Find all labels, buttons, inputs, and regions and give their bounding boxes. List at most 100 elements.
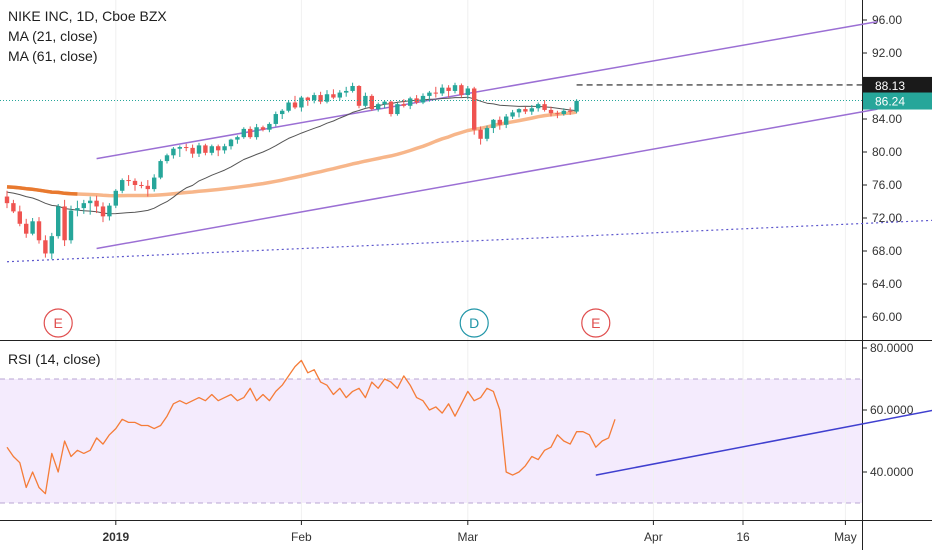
candle-body-84 xyxy=(542,104,547,110)
candle-body-68 xyxy=(440,87,445,94)
candle-body-34 xyxy=(222,146,227,151)
candle-body-0 xyxy=(4,196,10,204)
candle-body-50 xyxy=(324,94,330,102)
candle-body-28 xyxy=(184,147,189,149)
candle-body-63 xyxy=(408,98,413,106)
candle-body-35 xyxy=(228,139,234,147)
rsi-legend-title[interactable]: RSI (14, close) xyxy=(8,351,101,367)
candle-body-51 xyxy=(331,94,336,98)
candle-body-32 xyxy=(209,146,214,153)
candle-body-86 xyxy=(555,113,560,115)
price-label-text-1: 86.24 xyxy=(875,95,905,109)
candle-body-5 xyxy=(36,221,42,241)
price-tick-label-6: 72.00 xyxy=(872,211,902,225)
main-legend: NIKE INC, 1D, Cboe BZX MA (21, close) MA… xyxy=(8,6,167,66)
candle-body-89 xyxy=(574,100,579,112)
legend-title[interactable]: NIKE INC, 1D, Cboe BZX xyxy=(8,8,167,24)
candle-body-73 xyxy=(472,88,477,130)
time-tick-label-1: Feb xyxy=(291,530,312,544)
time-tick-label-3: Apr xyxy=(644,530,663,544)
candle-body-64 xyxy=(414,98,419,103)
price-tick-label-3: 84.00 xyxy=(872,112,902,126)
candle-body-27 xyxy=(177,147,182,149)
event-marker-1 xyxy=(459,308,489,338)
candle-body-10 xyxy=(68,210,74,241)
candle-body-72 xyxy=(465,88,470,96)
candle-body-88 xyxy=(568,110,573,112)
candle-body-43 xyxy=(280,110,285,115)
ma61-line-early xyxy=(6,185,78,196)
price-tick-label-0: 96.00 xyxy=(872,13,902,27)
rsi-line xyxy=(6,359,616,495)
rsi-trendline xyxy=(595,409,932,476)
candle-body-59 xyxy=(382,101,387,105)
price-tick-label-1: 92.00 xyxy=(872,46,902,60)
candle-body-56 xyxy=(363,95,368,106)
candle-body-40 xyxy=(260,127,266,130)
candle-body-54 xyxy=(350,86,355,91)
candle-body-53 xyxy=(344,90,349,93)
candle-body-55 xyxy=(356,86,362,106)
candle-body-45 xyxy=(292,102,298,108)
candle-body-31 xyxy=(203,145,208,153)
candle-body-80 xyxy=(516,109,522,113)
candle-body-67 xyxy=(433,92,438,94)
candle-body-75 xyxy=(484,128,490,139)
event-marker-2 xyxy=(581,308,611,338)
candle-body-30 xyxy=(196,145,202,154)
candle-body-69 xyxy=(446,87,451,91)
price-tick-label-8: 64.00 xyxy=(872,277,902,291)
candle-body-22 xyxy=(145,185,150,190)
candle-body-61 xyxy=(395,104,400,115)
legend-ma21[interactable]: MA (21, close) xyxy=(8,28,98,44)
rsi-tick-label-1: 60.0000 xyxy=(870,403,914,417)
candle-body-81 xyxy=(523,109,528,112)
candle-body-17 xyxy=(113,190,118,206)
time-tick-label-0: 2019 xyxy=(102,530,129,544)
rsi-tick-label-2: 40.0000 xyxy=(870,465,914,479)
candle-body-4 xyxy=(30,221,35,234)
candle-body-37 xyxy=(241,128,246,138)
candle-body-83 xyxy=(536,104,541,109)
price-tick-label-5: 76.00 xyxy=(872,178,902,192)
candle-body-26 xyxy=(171,148,176,156)
candle-body-12 xyxy=(81,203,86,209)
candle-body-85 xyxy=(548,109,554,114)
candle-body-70 xyxy=(452,85,458,91)
candle-body-19 xyxy=(126,180,131,182)
candle-body-74 xyxy=(478,129,483,139)
candle-body-9 xyxy=(62,206,67,241)
candle-body-1 xyxy=(11,203,16,212)
event-marker-label-2: E xyxy=(591,315,600,331)
time-tick-label-4: 16 xyxy=(736,530,750,544)
candle-body-11 xyxy=(75,208,80,211)
price-label-box-0 xyxy=(863,76,932,94)
candle-body-16 xyxy=(107,205,112,217)
candle-body-23 xyxy=(152,177,157,190)
time-tick-label-2: Mar xyxy=(457,530,478,544)
candle-body-52 xyxy=(337,92,342,98)
candle-body-60 xyxy=(388,101,394,115)
candle-body-39 xyxy=(254,127,259,138)
channel-upper-line xyxy=(96,20,878,160)
candle-body-46 xyxy=(299,97,304,108)
candle-body-33 xyxy=(216,146,221,151)
candle-body-18 xyxy=(120,180,125,191)
candle-body-38 xyxy=(248,128,253,138)
candle-body-44 xyxy=(286,102,291,111)
time-tick-label-5: May xyxy=(834,530,857,544)
legend-ma61[interactable]: MA (61, close) xyxy=(8,48,98,64)
dotted-trendline xyxy=(6,219,932,263)
price-label-box-1 xyxy=(863,92,932,110)
candle-body-78 xyxy=(504,116,509,125)
candle-body-71 xyxy=(459,85,464,96)
rsi-band xyxy=(0,379,862,503)
candle-body-87 xyxy=(561,110,566,115)
candle-body-14 xyxy=(94,200,99,207)
price-tick-label-4: 80.00 xyxy=(872,145,902,159)
candle-body-77 xyxy=(497,119,502,125)
channel-lower-line xyxy=(96,108,878,250)
candle-body-57 xyxy=(369,95,374,110)
